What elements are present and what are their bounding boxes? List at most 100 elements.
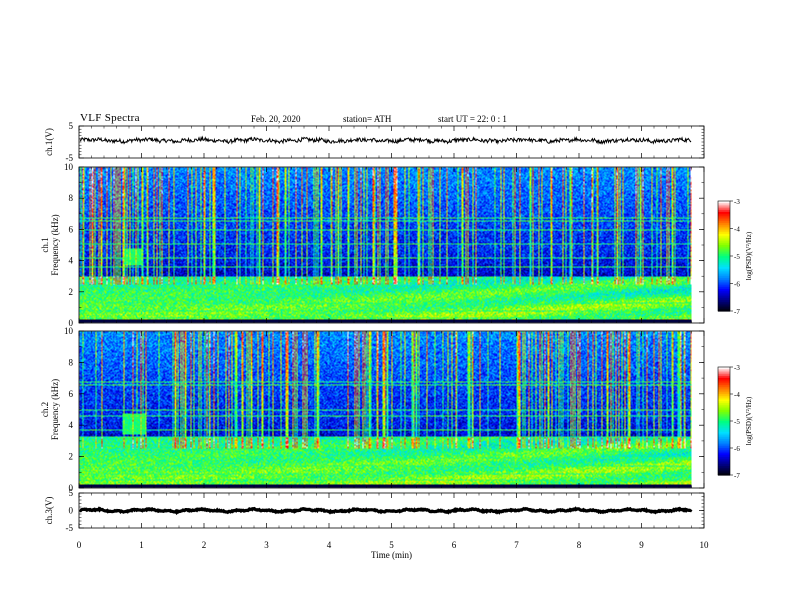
colorbar-cell [718, 449, 730, 453]
colorbar-cell [718, 471, 730, 474]
y-tick-label: 5 [69, 488, 74, 498]
colorbar-cell [718, 237, 730, 241]
colorbar-cell [718, 464, 730, 467]
colorbar-cell [718, 458, 730, 462]
ch1-spectrogram-panel: 0 2 4 6 8 10 ch.1 Frequency (kHz) [40, 162, 705, 328]
ch1-colorbar: -3 -4 -5 -6 -7 log(PSD)(V²/Hz) [717, 198, 753, 316]
colorbar-cell [718, 426, 730, 429]
colorbar-cell [718, 388, 730, 391]
colorbar-cell [718, 298, 730, 301]
colorbar-cell [718, 462, 730, 465]
colorbar-cell [718, 446, 730, 449]
colorbar-cell [718, 217, 730, 220]
colorbar-cell [718, 386, 730, 390]
colorbar-cell [718, 241, 730, 244]
colorbar-cell [718, 201, 730, 204]
y-axis-label: Frequency (kHz) [50, 214, 60, 275]
x-tick-label: 6 [452, 540, 457, 550]
colorbar-tick-label: -3 [734, 364, 740, 372]
colorbar-cell [718, 431, 730, 435]
colorbar-cell [718, 377, 730, 381]
y-axis-label: Frequency (kHz) [50, 379, 60, 440]
y-tick-label: 0 [69, 318, 74, 328]
colorbar-cell [718, 208, 730, 211]
colorbar-cell [718, 219, 730, 222]
colorbar-cell [718, 408, 730, 411]
x-tick-label: 8 [577, 540, 582, 550]
y-tick-label: 5 [69, 121, 74, 131]
colorbar-cell [718, 399, 730, 402]
colorbar-cell [718, 307, 730, 310]
colorbar-cell [718, 301, 730, 305]
colorbar-cell [718, 368, 730, 372]
date-label: Feb. 20, 2020 [251, 114, 301, 124]
colorbar-cell [718, 394, 730, 397]
colorbar-tick-label: -5 [734, 253, 740, 261]
colorbar-cell [718, 392, 730, 395]
colorbar-tick-label: -7 [734, 308, 740, 316]
x-tick-label: 2 [202, 540, 207, 550]
colorbar-cell [718, 457, 730, 460]
time-axis: 0 1 2 3 4 5 6 7 8 9 10 Time (min) [77, 540, 709, 560]
colorbar-cell [718, 202, 730, 206]
colorbar-cell [718, 252, 730, 255]
colorbar-cell [718, 444, 730, 447]
colorbar-cell [718, 376, 730, 379]
colorbar-cell [718, 381, 730, 384]
colorbar-cell [718, 263, 730, 266]
y-tick-label: 4 [69, 256, 74, 266]
y-tick-label: 8 [69, 357, 74, 367]
colorbar-cell [718, 267, 730, 270]
colorbar-cell [718, 417, 730, 420]
y-tick-label: 2 [69, 452, 74, 462]
colorbar-cell [718, 289, 730, 292]
colorbar-cell [718, 460, 730, 463]
colorbar-cell [718, 453, 730, 456]
colorbar-cell [718, 433, 730, 436]
colorbar-cell [718, 424, 730, 427]
x-tick-label: 10 [700, 540, 710, 550]
ch1-waveform-panel: 5 -5 ch.1(V) [44, 121, 705, 163]
colorbar-cell [718, 372, 730, 375]
ch2-spectrogram-panel: 0 2 4 6 8 10 ch.2 Frequency (kHz) [40, 326, 705, 493]
y-tick-label: 2 [69, 287, 74, 297]
colorbar-cell [718, 448, 730, 451]
colorbar-tick-label: -6 [734, 445, 740, 453]
colorbar-cell [718, 390, 730, 393]
y-tick-label: -5 [66, 153, 74, 163]
colorbar-label: log(PSD)(V²/Hz) [745, 396, 753, 445]
colorbar-cell [718, 428, 730, 431]
colorbar-cell [718, 259, 730, 263]
colorbar-cell [718, 270, 730, 274]
colorbar-cell [718, 221, 730, 224]
colorbar-cell [718, 232, 730, 235]
colorbar-cell [718, 397, 730, 400]
colorbar-cell [718, 213, 730, 217]
x-tick-label: 9 [639, 540, 644, 550]
colorbar-cell [718, 374, 730, 377]
y-tick-label: 0 [69, 483, 74, 493]
colorbar-cell [718, 239, 730, 242]
colorbar-tick-label: -3 [734, 198, 740, 206]
colorbar-cell [718, 403, 730, 406]
colorbar-cell [718, 204, 730, 208]
y-axis-label: ch.3(V) [44, 497, 54, 525]
ch2-colorbar: -3 -4 -5 -6 -7 log(PSD)(V²/Hz) [717, 364, 753, 480]
colorbar-cell [718, 246, 730, 250]
colorbar-tick-label: -4 [734, 226, 740, 234]
colorbar-cell [718, 401, 730, 404]
colorbar-cell [718, 455, 730, 458]
colorbar-cell [718, 257, 730, 261]
spectrogram-image [79, 331, 692, 488]
y-axis-label: ch.1 [40, 237, 50, 252]
spectrogram-image [79, 167, 692, 323]
colorbar-cell [718, 226, 730, 230]
colorbar-cell [718, 278, 730, 281]
colorbar-cell [718, 296, 730, 299]
y-tick-label: 8 [69, 193, 74, 203]
colorbar-cell [718, 415, 730, 418]
colorbar-cell [718, 256, 730, 259]
colorbar-cell [718, 223, 730, 226]
colorbar-cell [718, 285, 730, 288]
